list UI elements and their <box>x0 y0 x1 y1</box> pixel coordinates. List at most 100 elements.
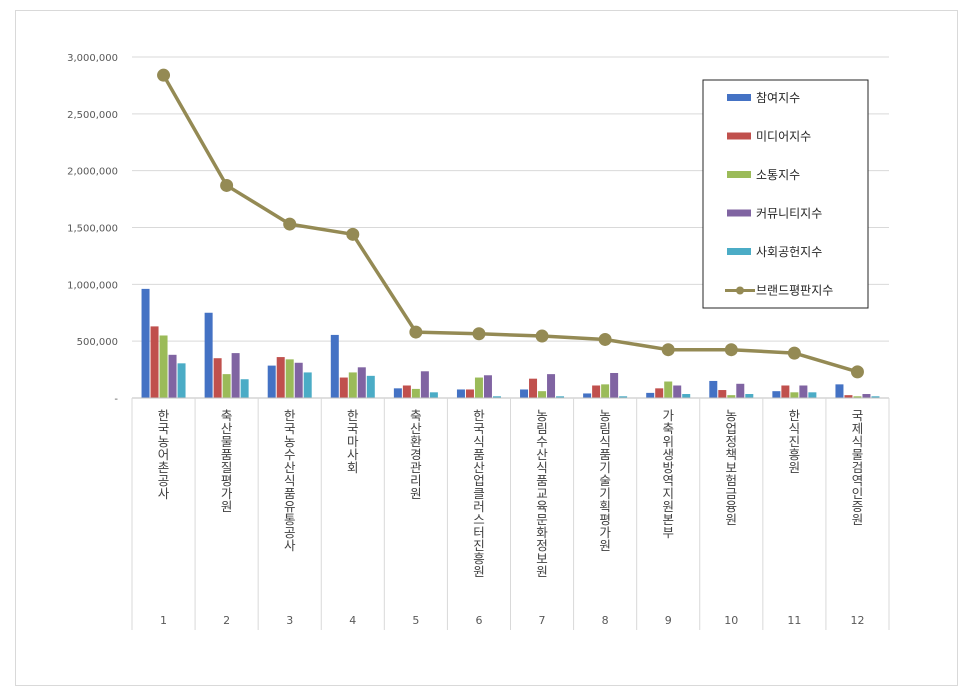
bar <box>610 372 619 398</box>
bar <box>159 335 168 398</box>
line-marker <box>283 217 297 231</box>
bar <box>538 391 547 398</box>
line-marker <box>346 227 360 241</box>
bar <box>402 385 411 398</box>
rank-label: 11 <box>787 614 801 627</box>
line-marker <box>157 68 171 82</box>
bar <box>465 389 474 398</box>
bar <box>871 396 880 398</box>
bar <box>303 372 312 398</box>
y-tick-label: 2,500,000 <box>67 110 118 121</box>
bar <box>664 381 673 398</box>
bar <box>204 312 213 398</box>
bar <box>583 393 592 398</box>
line-marker <box>220 178 234 192</box>
y-tick-label: 3,000,000 <box>67 53 118 64</box>
legend-label: 커뮤니티지수 <box>756 207 822 221</box>
bar <box>339 377 348 398</box>
legend-swatch <box>727 171 751 178</box>
y-tick-label: 1,000,000 <box>67 280 118 291</box>
bar <box>474 377 483 398</box>
line-marker <box>787 346 801 360</box>
rank-label: 3 <box>286 614 293 627</box>
bar <box>718 390 727 398</box>
bar <box>294 362 303 398</box>
legend-swatch <box>727 209 751 217</box>
bar <box>456 389 465 398</box>
bar <box>357 367 366 398</box>
legend-swatch <box>727 248 751 255</box>
x-axis: 한 국 농 어 촌 공 사 1 축 산 물 품 질 평 가 원 2 한 국 농 수 산 식 품 유 통 공 사 3 한 국 마 사 회 4 축 산 환 경 관… <box>131 397 890 630</box>
legend-swatch <box>727 132 751 140</box>
rank-label: 9 <box>665 614 672 627</box>
line-marker <box>598 332 612 346</box>
bar <box>529 378 538 398</box>
bar <box>655 388 664 398</box>
rank-label: 8 <box>602 614 609 627</box>
legend-box <box>702 79 869 309</box>
bar <box>429 392 438 398</box>
line-marker <box>535 329 549 343</box>
legend-label: 브랜드평판지수 <box>756 284 833 298</box>
bar <box>222 374 231 398</box>
rank-label: 4 <box>349 614 356 627</box>
bar <box>601 384 610 398</box>
rank-label: 5 <box>412 614 419 627</box>
bar <box>736 383 745 398</box>
rank-label: 1 <box>160 614 167 627</box>
bar <box>646 392 655 398</box>
legend-label: 참여지수 <box>756 91 800 105</box>
bar <box>330 334 339 398</box>
bar <box>862 394 871 398</box>
bar <box>799 385 808 398</box>
line-marker <box>661 343 675 357</box>
bar <box>772 391 781 398</box>
bar <box>213 358 222 398</box>
bar <box>520 389 529 398</box>
bar <box>168 354 177 398</box>
bar <box>835 384 844 398</box>
bar <box>393 388 402 398</box>
bar <box>673 385 682 398</box>
y-tick-label: - <box>114 394 118 405</box>
bar <box>709 380 718 398</box>
bar <box>853 396 862 398</box>
line-marker <box>850 365 864 379</box>
rank-label: 10 <box>724 614 738 627</box>
y-tick-label: 2,000,000 <box>67 167 118 178</box>
bar <box>808 392 817 398</box>
bar <box>790 392 799 398</box>
bar <box>844 395 853 398</box>
legend-line-marker <box>736 286 744 295</box>
line-marker <box>472 327 486 341</box>
rank-label: 12 <box>850 614 864 627</box>
legend-swatch <box>727 94 751 101</box>
bar <box>150 326 159 398</box>
bar <box>682 394 691 398</box>
bar <box>177 363 186 398</box>
y-axis: - 500,000 1,000,000 1,500,000 2,000,000 2,500… <box>67 53 118 405</box>
bar <box>267 365 276 398</box>
line-marker <box>409 325 423 339</box>
y-tick-label: 500,000 <box>77 337 118 348</box>
bar <box>483 375 492 398</box>
legend-label: 사회공헌지수 <box>756 245 822 259</box>
bar <box>420 371 429 398</box>
rank-label: 6 <box>475 614 482 627</box>
bar <box>592 385 601 398</box>
bar <box>781 385 790 398</box>
legend-label: 미디어지수 <box>756 130 811 144</box>
bar <box>619 396 628 398</box>
rank-label: 7 <box>539 614 546 627</box>
